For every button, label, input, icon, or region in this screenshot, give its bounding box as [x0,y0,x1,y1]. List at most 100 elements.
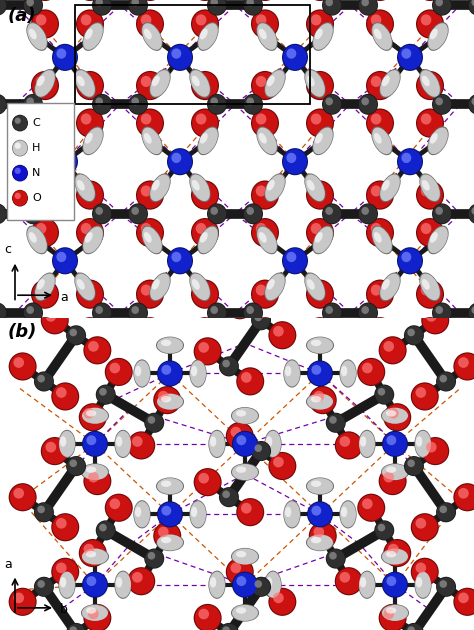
Circle shape [255,314,262,321]
Ellipse shape [190,273,210,300]
Circle shape [56,387,67,398]
Ellipse shape [200,133,208,144]
Ellipse shape [307,534,333,551]
Circle shape [378,388,385,396]
Ellipse shape [209,571,225,598]
Circle shape [404,623,424,630]
Ellipse shape [371,22,392,51]
Circle shape [13,115,27,131]
Ellipse shape [358,571,375,599]
Circle shape [439,506,447,513]
Circle shape [426,311,437,322]
Circle shape [405,457,423,476]
Circle shape [137,11,163,37]
Circle shape [210,306,218,314]
Circle shape [306,317,334,346]
Ellipse shape [307,180,315,191]
Circle shape [194,337,222,365]
Ellipse shape [114,571,132,599]
Circle shape [137,181,163,209]
Text: (b): (b) [8,323,37,341]
Circle shape [469,303,474,323]
Ellipse shape [37,76,45,86]
Circle shape [411,382,439,411]
Circle shape [380,605,406,630]
Circle shape [88,609,99,619]
Circle shape [76,71,104,100]
Ellipse shape [257,23,277,50]
Circle shape [32,318,58,345]
Circle shape [358,359,384,385]
Ellipse shape [231,407,259,425]
Circle shape [141,76,151,87]
Circle shape [386,435,396,445]
Circle shape [325,306,333,314]
Circle shape [76,9,104,38]
Circle shape [255,444,262,452]
Circle shape [194,604,222,630]
Circle shape [35,578,53,596]
Circle shape [412,514,438,540]
Ellipse shape [267,76,275,86]
Circle shape [0,303,6,323]
Ellipse shape [264,430,282,458]
Ellipse shape [312,22,334,51]
Circle shape [236,498,264,526]
Circle shape [367,11,393,37]
Circle shape [388,544,399,554]
Circle shape [256,14,266,25]
Circle shape [273,592,284,603]
Circle shape [196,14,206,25]
Circle shape [252,281,278,307]
Ellipse shape [198,227,218,253]
Circle shape [401,252,411,262]
Ellipse shape [306,478,334,495]
Circle shape [436,502,456,522]
Circle shape [191,9,219,38]
Circle shape [24,303,42,323]
Ellipse shape [152,180,160,191]
Ellipse shape [81,464,109,481]
Ellipse shape [236,466,246,473]
Ellipse shape [430,232,438,243]
Circle shape [241,372,252,383]
Circle shape [141,322,151,333]
Circle shape [371,185,382,197]
Ellipse shape [382,464,408,480]
Circle shape [12,140,28,156]
Circle shape [0,94,6,114]
Circle shape [67,624,85,630]
Circle shape [256,223,266,234]
Circle shape [51,558,79,586]
Ellipse shape [192,180,200,191]
Ellipse shape [200,232,208,243]
Circle shape [375,386,393,404]
Circle shape [405,326,423,345]
Ellipse shape [115,571,131,598]
Circle shape [66,456,86,476]
Ellipse shape [35,273,55,300]
Circle shape [86,435,96,445]
Circle shape [36,113,46,125]
Ellipse shape [232,464,258,480]
Circle shape [83,467,111,495]
Circle shape [432,0,452,16]
Circle shape [469,204,474,224]
Circle shape [322,0,342,16]
Circle shape [416,180,444,210]
Ellipse shape [75,273,95,300]
Circle shape [220,624,238,630]
Circle shape [433,204,451,224]
Ellipse shape [257,127,277,154]
Circle shape [222,626,230,630]
Circle shape [127,432,155,459]
Circle shape [141,223,151,234]
Circle shape [325,98,333,105]
Circle shape [270,453,295,479]
Circle shape [27,207,34,215]
Circle shape [358,495,384,521]
Circle shape [401,49,411,59]
Circle shape [252,578,270,596]
Circle shape [76,317,104,346]
Circle shape [137,318,163,345]
